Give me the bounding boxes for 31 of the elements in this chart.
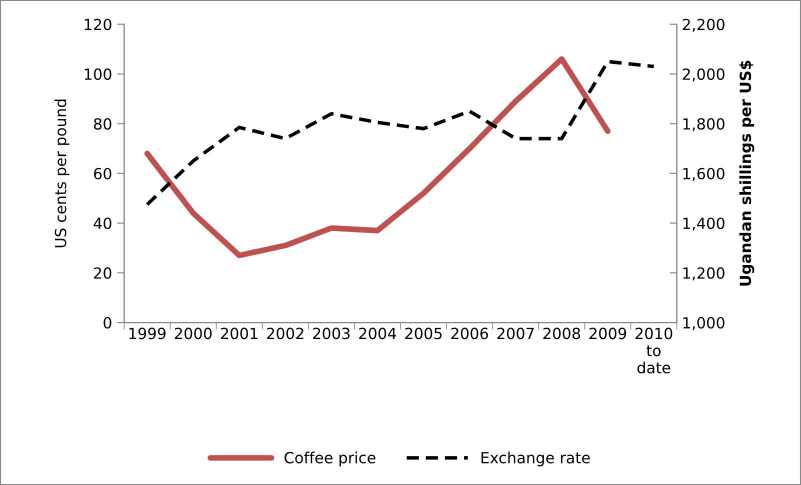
y-tick-label: 80 [94,118,112,130]
x-tick-label: 2007 [497,328,534,340]
x-tick-label: 2000 [174,328,212,340]
x-tick-label: 2009 [589,328,626,340]
x-tick-label: 2004 [359,328,396,340]
y-tick-label: 0 [104,316,112,329]
x-tick-label: 2008 [543,328,580,340]
y-tick-label: 40 [94,218,112,230]
y-tick-label: 120 [84,18,112,30]
y2-tick-label: 2,000 [682,68,724,82]
y2-tick-label: 1,600 [683,168,724,181]
legend-label: Exchange rate [482,452,590,466]
y2-tick-label: 1,000 [683,316,724,330]
legend-label: Coffee price [284,452,376,466]
x-tick-label: 1999 [129,328,166,340]
y2-tick-label: 1,200 [683,267,724,280]
y-tick-label: 100 [84,68,112,80]
x-tick-label: 2005 [405,328,442,340]
x-tick-label: 2006 [451,328,488,340]
y-tick-label: 60 [94,168,112,180]
x-tick-label: 2001 [220,328,258,340]
x-tick-label: 2003 [313,328,350,340]
x-tick-label: 2002 [267,328,304,340]
y2-tick-label: 2,200 [682,18,724,32]
y2-axis-title: Ugandan shillings per US$ [739,60,754,286]
y-tick-label: 20 [94,267,112,279]
y2-tick-label: 1,400 [683,218,724,231]
line-series [145,60,656,206]
y-axis-title: US cents per pound [54,100,70,248]
x-tick-label: 2010 to date [635,328,672,374]
y2-tick-label: 1,800 [683,118,724,132]
